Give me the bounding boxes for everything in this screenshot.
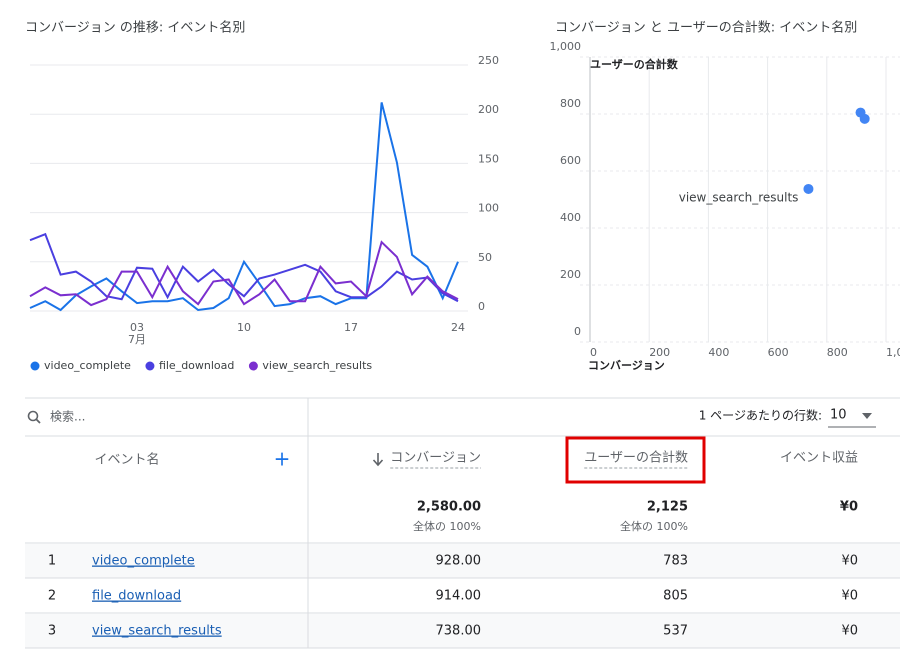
column-header[interactable]: ユーザーの合計数	[584, 450, 688, 466]
total-share: 全体の 100%	[413, 519, 481, 533]
cell-value: ¥0	[841, 624, 858, 639]
search-input[interactable]: 検索...	[50, 410, 85, 424]
x-tick-label: 17	[344, 321, 358, 334]
y-tick-label: 200	[560, 268, 581, 281]
total-share: 全体の 100%	[620, 519, 688, 533]
scatter-point[interactable]	[803, 183, 814, 194]
x-sublabel: 7月	[128, 333, 146, 346]
series-line	[29, 232, 459, 303]
search-icon	[35, 418, 41, 424]
total-value: ¥0	[840, 500, 858, 515]
rows-per-page-select[interactable]: 10	[830, 408, 847, 423]
cell-value: 805	[663, 589, 688, 604]
add-dimension-button[interactable]: +	[274, 447, 291, 471]
legend-swatch	[248, 361, 258, 371]
event-link[interactable]: video_complete	[92, 554, 195, 569]
cell-value: 738.00	[436, 624, 482, 639]
y-tick-label: 0	[574, 325, 581, 338]
y-tick-label: 200	[478, 103, 499, 116]
cell-value: 914.00	[436, 589, 482, 604]
sort-arrow	[372, 453, 384, 467]
x-tick-label: 0	[590, 346, 597, 359]
chart-title: コンバージョン の推移: イベント名別	[25, 20, 245, 36]
row-index: 3	[48, 624, 56, 639]
select-arrow	[862, 413, 872, 419]
y-tick-label: 800	[560, 97, 581, 110]
total-value: 2,125	[647, 500, 688, 515]
y-tick-label: 1,000	[550, 40, 582, 53]
search-icon	[27, 410, 39, 422]
highlight-box	[565, 436, 706, 484]
x-tick-label: 03	[130, 321, 144, 334]
legend-label: video_complete	[44, 359, 131, 372]
row-bg	[25, 614, 900, 648]
x-tick-label: 600	[768, 346, 789, 359]
event-link[interactable]: file_download	[92, 589, 181, 604]
y-tick-label: 400	[560, 211, 581, 224]
x-tick-label: 400	[708, 346, 729, 359]
y-tick-label: 150	[478, 152, 499, 165]
legend-label: view_search_results	[262, 359, 372, 372]
cell-value: 928.00	[436, 554, 482, 569]
row-index: 2	[48, 589, 56, 604]
cell-value: ¥0	[841, 554, 858, 569]
legend-label: file_download	[159, 359, 234, 372]
point-annotation: view_search_results	[679, 190, 799, 204]
column-header[interactable]: コンバージョン	[390, 451, 481, 466]
series-line	[29, 102, 459, 312]
chart-title: コンバージョン と ユーザーの合計数: イベント名別	[555, 20, 857, 36]
y-tick-label: 250	[478, 54, 499, 67]
legend-swatch	[30, 361, 40, 371]
y-tick-label: 100	[478, 202, 499, 215]
x-tick-label: 24	[451, 321, 465, 334]
x-axis-label: コンバージョン	[588, 359, 665, 372]
y-axis-label: ユーザーの合計数	[590, 57, 679, 71]
legend-swatch	[145, 361, 155, 371]
x-tick-label: 1,000	[886, 346, 900, 359]
cell-value: ¥0	[841, 589, 858, 604]
column-header: イベント名	[94, 452, 159, 468]
x-tick-label: 10	[237, 321, 251, 334]
y-tick-label: 0	[478, 300, 485, 313]
cell-value: 783	[663, 554, 688, 569]
row-bg	[25, 544, 900, 578]
scatter-point[interactable]	[855, 107, 866, 118]
y-tick-label: 600	[560, 154, 581, 167]
x-tick-label: 800	[827, 346, 848, 359]
series-line	[29, 240, 459, 307]
row-index: 1	[48, 554, 56, 569]
cell-value: 537	[663, 624, 688, 639]
total-value: 2,580.00	[417, 500, 481, 515]
column-header: イベント収益	[780, 451, 858, 466]
x-tick-label: 200	[649, 346, 670, 359]
y-tick-label: 50	[478, 251, 492, 264]
event-link[interactable]: view_search_results	[92, 624, 222, 639]
rows-per-page-label: 1 ページあたりの行数:	[699, 408, 822, 423]
